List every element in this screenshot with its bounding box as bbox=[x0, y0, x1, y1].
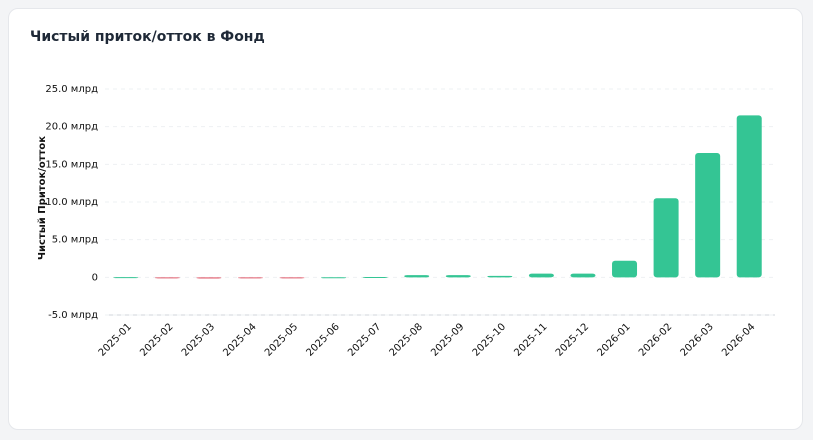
bar bbox=[113, 277, 139, 279]
bar bbox=[736, 115, 762, 278]
y-tick-label: -5.0 млрд bbox=[48, 310, 98, 321]
y-tick-label: 15.0 млрд bbox=[45, 159, 98, 170]
x-tick-label: 2026-04 bbox=[720, 321, 757, 358]
x-tick-label: 2025-06 bbox=[305, 321, 342, 358]
x-tick-label: 2025-09 bbox=[429, 321, 466, 358]
bar bbox=[445, 275, 471, 278]
y-tick-label: 20.0 млрд bbox=[45, 122, 98, 133]
bar bbox=[237, 277, 263, 279]
x-tick-label: 2025-01 bbox=[97, 321, 134, 358]
x-tick-label: 2025-12 bbox=[554, 321, 591, 358]
bar bbox=[196, 277, 222, 279]
bar bbox=[279, 277, 305, 279]
y-tick-label: 5.0 млрд bbox=[52, 235, 98, 246]
y-tick-label: 0 bbox=[92, 272, 98, 283]
bar bbox=[612, 260, 638, 278]
bar bbox=[487, 275, 513, 278]
x-tick-label: 2026-03 bbox=[679, 321, 716, 358]
bar bbox=[404, 275, 430, 278]
x-tick-label: 2026-02 bbox=[637, 321, 674, 358]
bar bbox=[653, 198, 679, 278]
bar bbox=[321, 277, 347, 279]
bar bbox=[528, 273, 554, 278]
y-tick-label: 25.0 млрд bbox=[45, 84, 98, 95]
bar bbox=[695, 153, 721, 278]
x-tick-label: 2025-10 bbox=[471, 321, 508, 358]
bar bbox=[154, 277, 180, 279]
x-tick-label: 2025-08 bbox=[388, 321, 425, 358]
x-tick-label: 2025-11 bbox=[512, 321, 549, 358]
chart-title: Чистый приток/отток в Фонд bbox=[30, 29, 265, 45]
bar bbox=[570, 273, 596, 278]
bar bbox=[362, 276, 388, 278]
x-tick-label: 2025-02 bbox=[138, 321, 175, 358]
x-tick-label: 2026-01 bbox=[595, 321, 632, 358]
y-tick-label: 10.0 млрд bbox=[45, 197, 98, 208]
x-tick-label: 2025-03 bbox=[180, 321, 217, 358]
x-tick-label: 2025-05 bbox=[263, 321, 300, 358]
x-tick-label: 2025-07 bbox=[346, 321, 383, 358]
y-axis-label: Чистый Приток/отток bbox=[37, 136, 48, 260]
x-tick-label: 2025-04 bbox=[221, 321, 258, 358]
